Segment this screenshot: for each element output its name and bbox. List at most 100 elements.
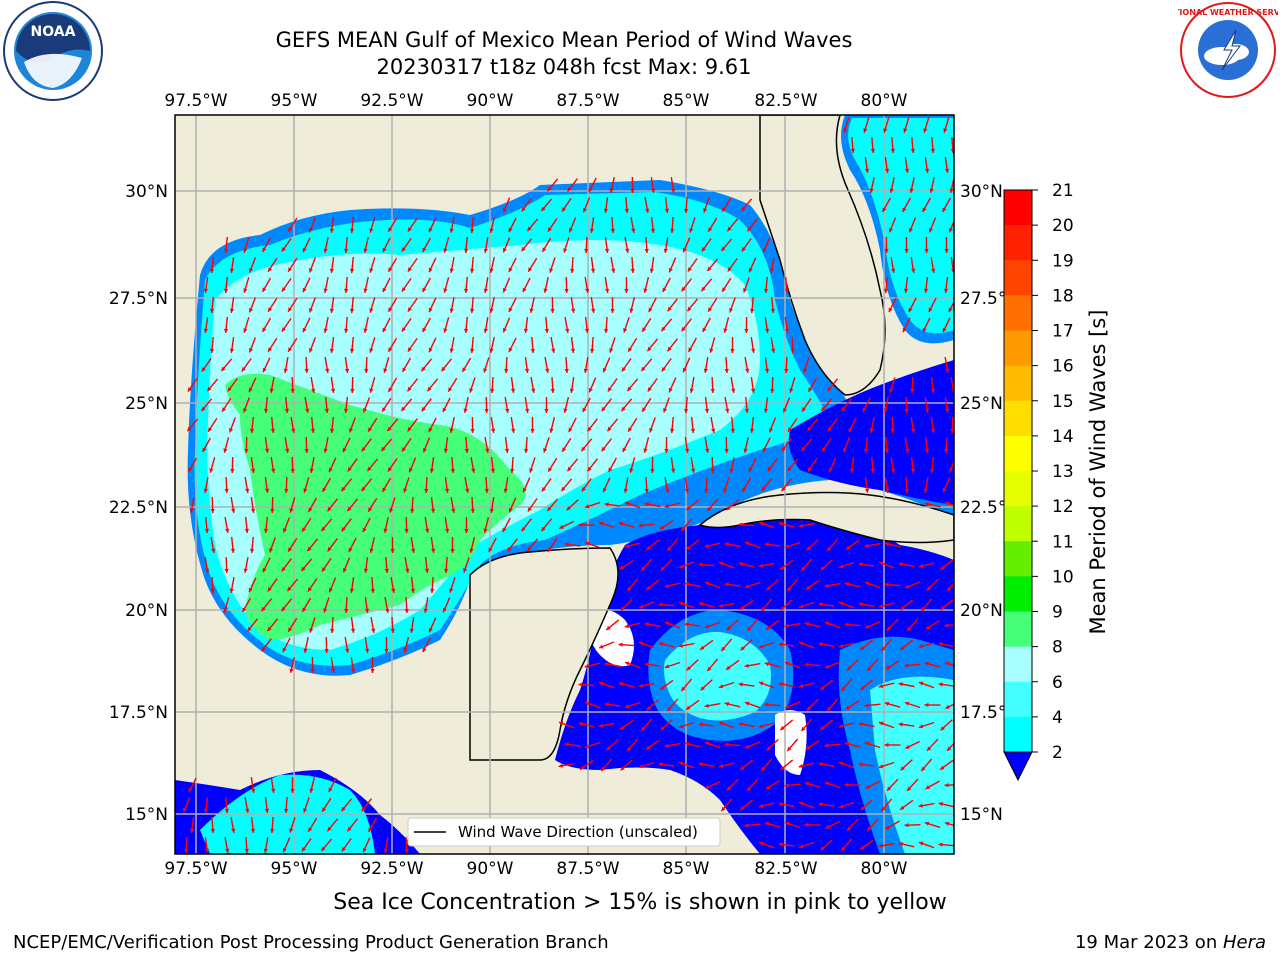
wind-wave-arrowhead [407, 347, 412, 352]
wind-wave-arrowhead [678, 724, 684, 729]
wind-wave-arrowhead [931, 268, 936, 273]
wind-wave-arrowhead [389, 508, 394, 513]
wind-wave-arrowhead [898, 722, 903, 727]
wind-wave-arrowhead [603, 208, 609, 213]
wind-wave-arrowhead [885, 825, 890, 829]
wind-wave-arrowhead [860, 806, 865, 811]
wind-wave-arrowhead [598, 723, 603, 728]
wind-wave-arrowhead [303, 808, 308, 813]
wind-wave-arrowhead [630, 268, 635, 273]
wind-wave-arrowhead [323, 328, 328, 333]
wind-wave-arrowhead [269, 388, 274, 393]
wind-wave-arrowhead [422, 327, 427, 332]
wind-wave-arrowhead [449, 268, 454, 273]
wind-wave-arrowhead [421, 366, 426, 372]
wind-wave-arrowhead [382, 247, 387, 253]
wind-wave-arrowhead [368, 827, 373, 832]
wind-wave-arrowhead [820, 566, 825, 571]
wind-wave-arrowhead [521, 207, 526, 212]
wind-wave-arrowhead [368, 507, 373, 512]
wind-wave-arrowhead [618, 682, 624, 687]
wind-wave-arrowhead [402, 447, 406, 452]
wind-wave-arrowhead [869, 188, 874, 193]
wind-wave-arrowhead [804, 822, 809, 828]
wind-wave-arrowhead [881, 806, 886, 812]
wind-wave-arrowhead [865, 784, 870, 789]
wind-wave-arrowhead [250, 468, 256, 473]
wind-wave-arrowhead [203, 488, 208, 493]
wind-wave-arrowhead [766, 586, 771, 591]
wind-wave-arrowhead [865, 624, 870, 629]
wind-wave-arrowhead [422, 287, 427, 292]
wind-wave-arrowhead [490, 388, 495, 393]
wind-wave-arrowhead [405, 568, 410, 573]
wind-wave-arrowhead [608, 467, 613, 472]
wind-wave-arrowhead [184, 848, 189, 853]
wind-wave-arrowhead [408, 467, 413, 473]
wind-wave-arrowhead [665, 488, 670, 493]
wind-wave-arrowhead [363, 328, 368, 333]
wind-wave-arrowhead [743, 288, 748, 293]
wind-wave-arrowhead [741, 247, 746, 252]
wind-wave-arrowhead [450, 468, 455, 473]
wind-wave-arrowhead [930, 468, 935, 473]
wind-wave-arrowhead [407, 227, 412, 232]
wind-wave-arrowhead [361, 806, 366, 812]
wind-wave-arrowhead [838, 723, 844, 729]
wind-wave-arrowhead [329, 228, 335, 233]
wind-wave-arrowhead [860, 845, 865, 850]
footer-date-text: 19 Mar 2023 on [1074, 932, 1223, 953]
wind-wave-arrowhead [662, 287, 667, 292]
wind-wave-arrowhead [421, 406, 426, 412]
wind-wave-arrowhead [698, 762, 703, 767]
wind-wave-arrowhead [363, 568, 369, 573]
wind-wave-arrowhead [747, 626, 752, 632]
wind-wave-arrowhead [785, 661, 790, 666]
wind-wave-arrowhead [229, 268, 235, 273]
wind-wave-arrowhead [704, 543, 710, 549]
wind-wave-arrowhead [490, 468, 496, 473]
wind-wave-arrowhead [443, 328, 448, 333]
wind-wave-arrowhead [625, 661, 630, 666]
wind-wave-arrowhead [341, 847, 346, 852]
wind-wave-arrowhead [947, 746, 952, 751]
wind-wave-arrowhead [541, 487, 546, 492]
wind-wave-arrowhead [529, 468, 534, 473]
wind-wave-arrowhead [709, 348, 714, 353]
wind-wave-arrowhead [679, 761, 684, 766]
wind-wave-arrowhead [759, 681, 764, 686]
wind-wave-arrowhead [428, 347, 433, 353]
wind-wave-arrowhead [588, 387, 593, 393]
wind-wave-arrowhead [548, 467, 553, 472]
wind-wave-arrowhead [345, 648, 350, 653]
wind-wave-arrowhead [825, 824, 830, 829]
wind-wave-arrowhead [744, 663, 749, 668]
wind-wave-arrowhead [261, 646, 266, 652]
wind-wave-arrowhead [900, 645, 905, 651]
wind-wave-arrowhead [328, 467, 333, 473]
wind-wave-arrowhead [801, 726, 806, 732]
wind-wave-arrowhead [325, 368, 330, 373]
wind-wave-arrowhead [679, 601, 684, 606]
wind-wave-arrowhead [642, 407, 647, 412]
wind-wave-arrowhead [384, 568, 389, 573]
wind-wave-arrowhead [322, 567, 326, 572]
wind-wave-arrowhead [241, 367, 246, 372]
wind-wave-arrowhead [382, 407, 386, 412]
wind-wave-arrowhead [363, 248, 368, 253]
wind-wave-arrowhead [848, 427, 853, 433]
wind-wave-arrowhead [464, 529, 469, 533]
lon-label: 95°W [271, 91, 318, 111]
noaa-logo-text: NOAA [31, 24, 76, 40]
wind-wave-arrowhead [424, 568, 430, 573]
wind-wave-arrowhead [884, 582, 889, 587]
lat-label: 25°N [125, 394, 168, 414]
wind-wave-arrowhead [369, 228, 374, 233]
wind-wave-arrowhead [604, 662, 609, 667]
wind-wave-arrowhead [931, 428, 936, 433]
wind-wave-arrowhead [704, 703, 709, 708]
wind-wave-arrowhead [429, 468, 435, 473]
wind-wave-arrowhead [209, 268, 215, 273]
wind-wave-arrowhead [730, 349, 735, 353]
wind-wave-arrowhead [505, 408, 510, 413]
